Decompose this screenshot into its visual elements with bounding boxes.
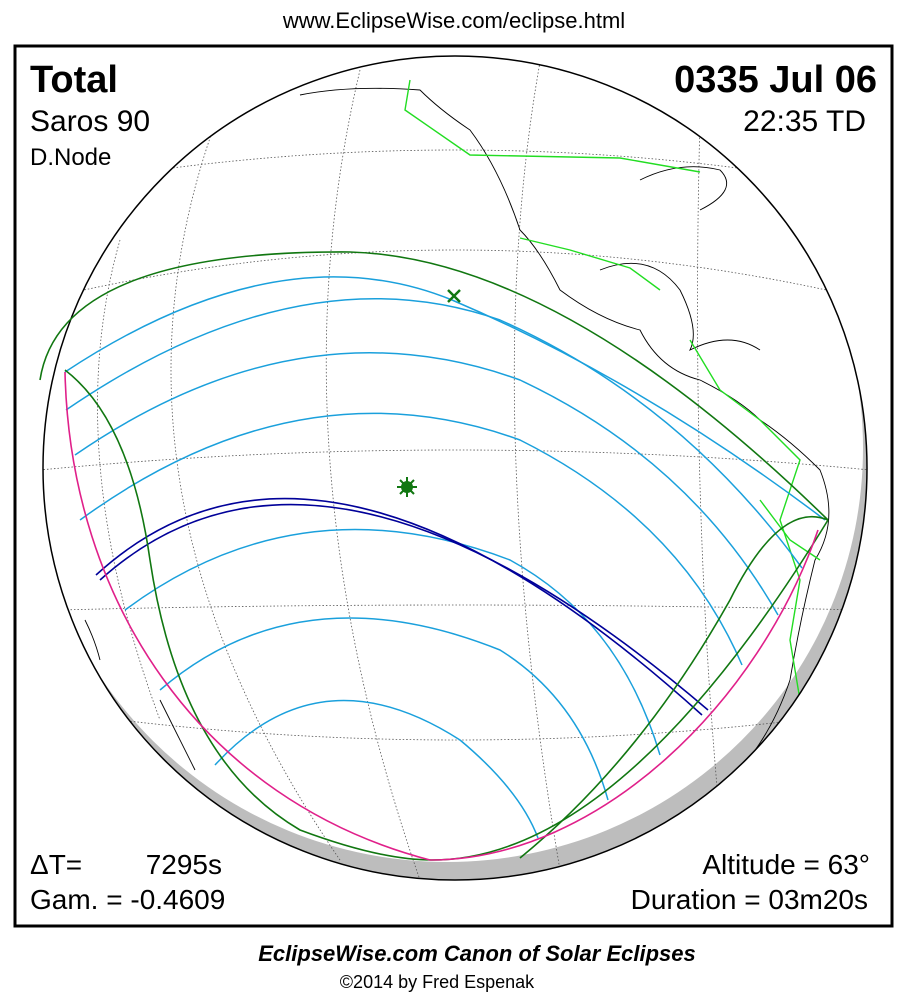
duration: Duration = 03m20s: [631, 884, 868, 915]
date: 0335 Jul 06: [674, 59, 877, 101]
greatest-eclipse: [397, 477, 417, 497]
eclipse-type: Total: [30, 59, 118, 101]
coastlines: [84, 87, 830, 781]
node: D.Node: [30, 144, 111, 171]
day-side: [43, 56, 863, 862]
sub-solar-point: [447, 289, 461, 303]
saros: Saros 90: [30, 105, 150, 138]
credit-title: EclipseWise.com Canon of Solar Eclipses: [258, 941, 696, 966]
globe-outline: [42, 55, 868, 881]
time: 22:35 TD: [743, 105, 866, 138]
delta-t-value: 7295s: [146, 849, 222, 880]
penumbra-limits: [39, 251, 829, 861]
altitude: Altitude = 63°: [702, 849, 870, 880]
delta-t-label: ΔT=: [30, 849, 82, 880]
central-line: [95, 497, 709, 716]
eclipse-limit: [64, 371, 819, 861]
copyright: ©2014 by Fred Espenak: [340, 972, 535, 992]
gamma: Gam. = -0.4609: [30, 884, 225, 915]
graticule: [43, 61, 867, 880]
url: www.EclipseWise.com/eclipse.html: [282, 8, 625, 33]
globe: [43, 56, 867, 880]
contour-lines: [64, 276, 826, 839]
